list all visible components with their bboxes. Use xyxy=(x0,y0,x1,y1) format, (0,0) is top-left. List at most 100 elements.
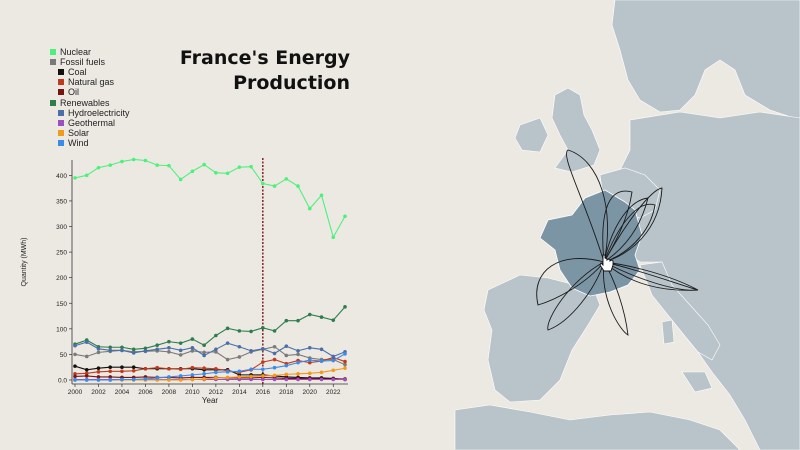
data-point[interactable] xyxy=(96,375,101,379)
data-point[interactable] xyxy=(249,164,253,169)
data-point[interactable] xyxy=(249,374,253,379)
data-point[interactable] xyxy=(272,365,277,370)
series-line[interactable] xyxy=(74,306,346,350)
data-point[interactable] xyxy=(131,377,136,382)
data-point[interactable] xyxy=(178,348,183,353)
series-line[interactable] xyxy=(74,341,346,358)
data-point[interactable] xyxy=(96,378,101,382)
data-point[interactable] xyxy=(284,377,289,382)
data-point[interactable] xyxy=(249,349,253,353)
data-point[interactable] xyxy=(96,346,101,351)
data-point[interactable] xyxy=(96,165,101,170)
data-point[interactable] xyxy=(237,375,242,379)
legend-item[interactable]: Fossil fuels xyxy=(50,57,130,67)
data-point[interactable] xyxy=(343,305,347,309)
data-point[interactable] xyxy=(108,375,113,379)
data-point[interactable] xyxy=(190,337,195,341)
data-point[interactable] xyxy=(108,345,113,350)
data-point[interactable] xyxy=(120,365,124,370)
data-point[interactable] xyxy=(307,360,312,365)
data-point[interactable] xyxy=(343,359,347,364)
data-point[interactable] xyxy=(143,158,148,163)
data-point[interactable] xyxy=(96,350,101,355)
data-point[interactable] xyxy=(261,346,265,351)
data-point[interactable] xyxy=(84,367,89,372)
data-point[interactable] xyxy=(202,372,206,376)
data-point[interactable] xyxy=(202,353,206,358)
data-point[interactable] xyxy=(73,374,77,379)
data-point[interactable] xyxy=(319,359,324,363)
series-nuclear[interactable] xyxy=(73,157,347,240)
data-point[interactable] xyxy=(190,373,195,377)
data-point[interactable] xyxy=(296,372,300,376)
data-point[interactable] xyxy=(319,370,324,375)
data-point[interactable] xyxy=(84,371,89,376)
data-point[interactable] xyxy=(143,366,148,371)
data-point[interactable] xyxy=(307,206,312,211)
data-point[interactable] xyxy=(225,171,230,176)
data-point[interactable] xyxy=(178,177,183,182)
legend-item[interactable]: Coal xyxy=(50,67,130,77)
data-point[interactable] xyxy=(261,374,265,378)
data-point[interactable] xyxy=(167,163,171,168)
data-point[interactable] xyxy=(237,344,242,349)
data-point[interactable] xyxy=(131,347,136,352)
data-point[interactable] xyxy=(343,352,347,356)
data-point[interactable] xyxy=(307,312,312,317)
data-point[interactable] xyxy=(296,352,300,357)
data-point[interactable] xyxy=(225,375,230,380)
data-point[interactable] xyxy=(167,350,171,354)
data-point[interactable] xyxy=(202,377,206,381)
data-point[interactable] xyxy=(343,362,347,367)
data-point[interactable] xyxy=(84,173,89,178)
data-point[interactable] xyxy=(237,329,242,333)
data-point[interactable] xyxy=(167,345,171,350)
series-line[interactable] xyxy=(74,158,346,239)
data-point[interactable] xyxy=(272,377,277,382)
data-point[interactable] xyxy=(108,348,113,353)
data-point[interactable] xyxy=(155,163,159,167)
data-point[interactable] xyxy=(214,366,218,371)
data-point[interactable] xyxy=(143,349,148,353)
data-point[interactable] xyxy=(84,340,89,344)
data-point[interactable] xyxy=(307,371,312,376)
data-point[interactable] xyxy=(178,367,183,372)
data-point[interactable] xyxy=(331,354,336,359)
data-point[interactable] xyxy=(296,184,300,188)
data-point[interactable] xyxy=(284,372,289,377)
legend-item[interactable]: Hydroelectricity xyxy=(50,108,130,118)
data-point[interactable] xyxy=(167,366,171,371)
data-point[interactable] xyxy=(272,373,277,378)
data-point[interactable] xyxy=(225,326,230,331)
data-point[interactable] xyxy=(84,374,89,378)
data-point[interactable] xyxy=(120,377,124,382)
data-point[interactable] xyxy=(261,367,265,372)
data-point[interactable] xyxy=(73,372,77,376)
data-point[interactable] xyxy=(155,343,159,348)
data-point[interactable] xyxy=(178,378,183,382)
data-point[interactable] xyxy=(331,377,336,382)
data-point[interactable] xyxy=(178,374,183,378)
data-point[interactable] xyxy=(296,360,300,365)
data-point[interactable] xyxy=(84,354,89,359)
data-point[interactable] xyxy=(331,235,336,240)
data-point[interactable] xyxy=(284,177,289,181)
data-point[interactable] xyxy=(120,159,124,164)
data-point[interactable] xyxy=(202,162,206,167)
data-point[interactable] xyxy=(272,344,277,349)
data-point[interactable] xyxy=(155,376,159,380)
data-point[interactable] xyxy=(190,169,195,174)
data-point[interactable] xyxy=(178,341,183,345)
data-point[interactable] xyxy=(73,352,77,357)
data-point[interactable] xyxy=(249,329,253,334)
data-point[interactable] xyxy=(225,357,230,362)
data-point[interactable] xyxy=(343,377,347,382)
data-point[interactable] xyxy=(190,365,195,370)
data-point[interactable] xyxy=(319,193,324,198)
data-point[interactable] xyxy=(225,370,230,374)
data-point[interactable] xyxy=(237,369,242,374)
data-point[interactable] xyxy=(108,163,113,167)
data-point[interactable] xyxy=(108,369,113,374)
data-point[interactable] xyxy=(284,318,289,323)
